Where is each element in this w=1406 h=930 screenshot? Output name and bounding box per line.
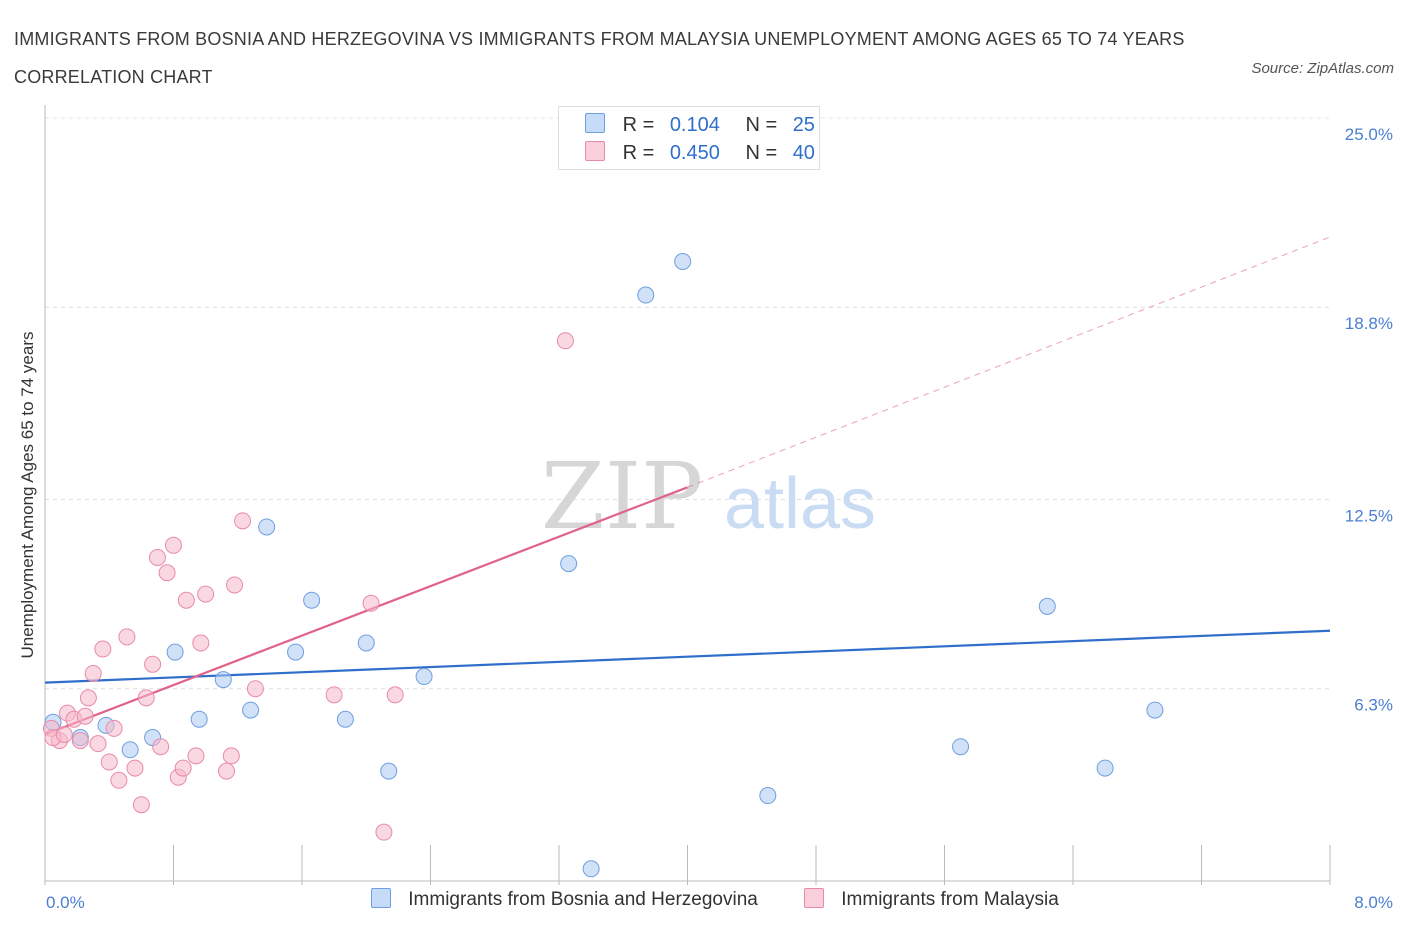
data-point-bosnia (637, 286, 655, 304)
data-point-malaysia (105, 719, 123, 737)
data-point-malaysia (234, 512, 252, 530)
correlation-legend: R = 0.104 N = 25 R = 0.450 N = 40 (558, 106, 820, 170)
data-point-malaysia (197, 585, 215, 603)
data-point-malaysia (556, 332, 574, 350)
data-point-malaysia (148, 548, 166, 566)
data-point-malaysia (152, 738, 170, 756)
data-point-malaysia (187, 747, 205, 765)
data-point-malaysia (94, 640, 112, 658)
data-point-malaysia (144, 655, 162, 673)
series-legend-malaysia[interactable]: Immigrants from Malaysia (804, 888, 1059, 911)
data-point-malaysia (126, 759, 144, 777)
series-legend: Immigrants from Bosnia and Herzegovina I… (0, 888, 1406, 916)
data-point-malaysia (71, 732, 89, 750)
legend-n-label: N = (745, 114, 778, 136)
data-point-bosnia (336, 710, 354, 728)
chart-source: Source: ZipAtlas.com (1251, 60, 1394, 77)
data-point-bosnia (380, 762, 398, 780)
series-legend-bosnia[interactable]: Immigrants from Bosnia and Herzegovina (371, 888, 758, 911)
legend-n-value: 25 (792, 114, 815, 136)
x-tick-label-min: 0.0% (46, 893, 85, 912)
data-point-malaysia (165, 536, 182, 554)
data-point-malaysia (55, 726, 73, 744)
data-point-bosnia (166, 643, 184, 661)
legend-r-value: 0.104 (669, 114, 720, 136)
data-point-malaysia (118, 628, 136, 646)
data-point-malaysia (375, 823, 393, 841)
series-swatch-malaysia (804, 888, 824, 908)
grid-layer (45, 117, 1330, 690)
x-tick-label-max: 8.0% (1354, 893, 1393, 912)
legend-n-label: N = (745, 142, 778, 164)
trend-extension-1 (687, 236, 1331, 488)
legend-n-value: 40 (792, 142, 815, 164)
data-point-bosnia (1146, 701, 1164, 719)
points-layer (42, 252, 1164, 878)
data-point-malaysia (362, 594, 380, 612)
data-point-malaysia (84, 664, 102, 682)
data-point-malaysia (76, 707, 94, 725)
data-point-malaysia (100, 753, 118, 771)
chart-title: IMMIGRANTS FROM BOSNIA AND HERZEGOVINA V… (14, 29, 1185, 87)
data-point-malaysia (192, 634, 210, 652)
y-tick-label: 6.3% (1354, 696, 1393, 715)
series-name-malaysia: Immigrants from Malaysia (841, 889, 1059, 910)
y-tick-label: 12.5% (1345, 507, 1393, 526)
legend-r-label: R = (622, 114, 655, 136)
y-tick-label: 25.0% (1345, 125, 1393, 144)
legend-r-value: 0.450 (669, 142, 720, 164)
data-point-bosnia (258, 518, 276, 536)
data-point-bosnia (121, 741, 139, 759)
data-point-bosnia (303, 591, 321, 609)
data-point-malaysia (89, 735, 107, 753)
y-axis-label: Unemployment Among Ages 65 to 74 years (18, 332, 37, 659)
data-point-malaysia (137, 689, 155, 707)
data-point-bosnia (287, 643, 305, 661)
data-point-malaysia (325, 686, 343, 704)
data-point-bosnia (190, 710, 208, 728)
data-point-malaysia (158, 564, 176, 582)
data-point-malaysia (386, 686, 404, 704)
data-point-bosnia (952, 738, 970, 756)
series-name-bosnia: Immigrants from Bosnia and Herzegovina (408, 889, 758, 910)
data-point-malaysia (226, 576, 244, 594)
data-point-malaysia (218, 762, 236, 780)
data-point-bosnia (357, 634, 375, 652)
legend-r-label: R = (622, 142, 655, 164)
legend-swatch-malaysia (585, 141, 605, 161)
series-swatch-bosnia (371, 888, 391, 908)
legend-row-malaysia: R = 0.450 N = 40 (585, 141, 815, 167)
data-point-bosnia (560, 555, 578, 573)
data-point-malaysia (132, 796, 150, 814)
y-tick-label: 18.8% (1345, 314, 1393, 333)
data-point-malaysia (177, 591, 195, 609)
data-point-malaysia (174, 759, 192, 777)
data-point-bosnia (242, 701, 260, 719)
watermark-atlas: atlas (724, 464, 876, 544)
axis-layer: 6.3% 12.5% 18.8% 25.0% 0.0% 8.0% (44, 105, 1393, 912)
data-point-bosnia (415, 668, 433, 686)
data-point-bosnia (582, 860, 600, 878)
legend-swatch-bosnia (585, 113, 605, 133)
legend-row-bosnia: R = 0.104 N = 25 (585, 113, 815, 139)
trend-line-0 (44, 629, 1331, 684)
data-point-malaysia (79, 689, 97, 707)
data-point-bosnia (1096, 759, 1114, 777)
data-point-bosnia (1038, 597, 1056, 615)
data-point-bosnia (214, 671, 232, 689)
data-point-bosnia (759, 787, 777, 805)
data-point-bosnia (674, 252, 692, 270)
data-point-malaysia (246, 680, 264, 698)
data-point-malaysia (222, 747, 240, 765)
watermark: ZIP atlas (541, 443, 876, 550)
data-point-malaysia (110, 771, 128, 789)
